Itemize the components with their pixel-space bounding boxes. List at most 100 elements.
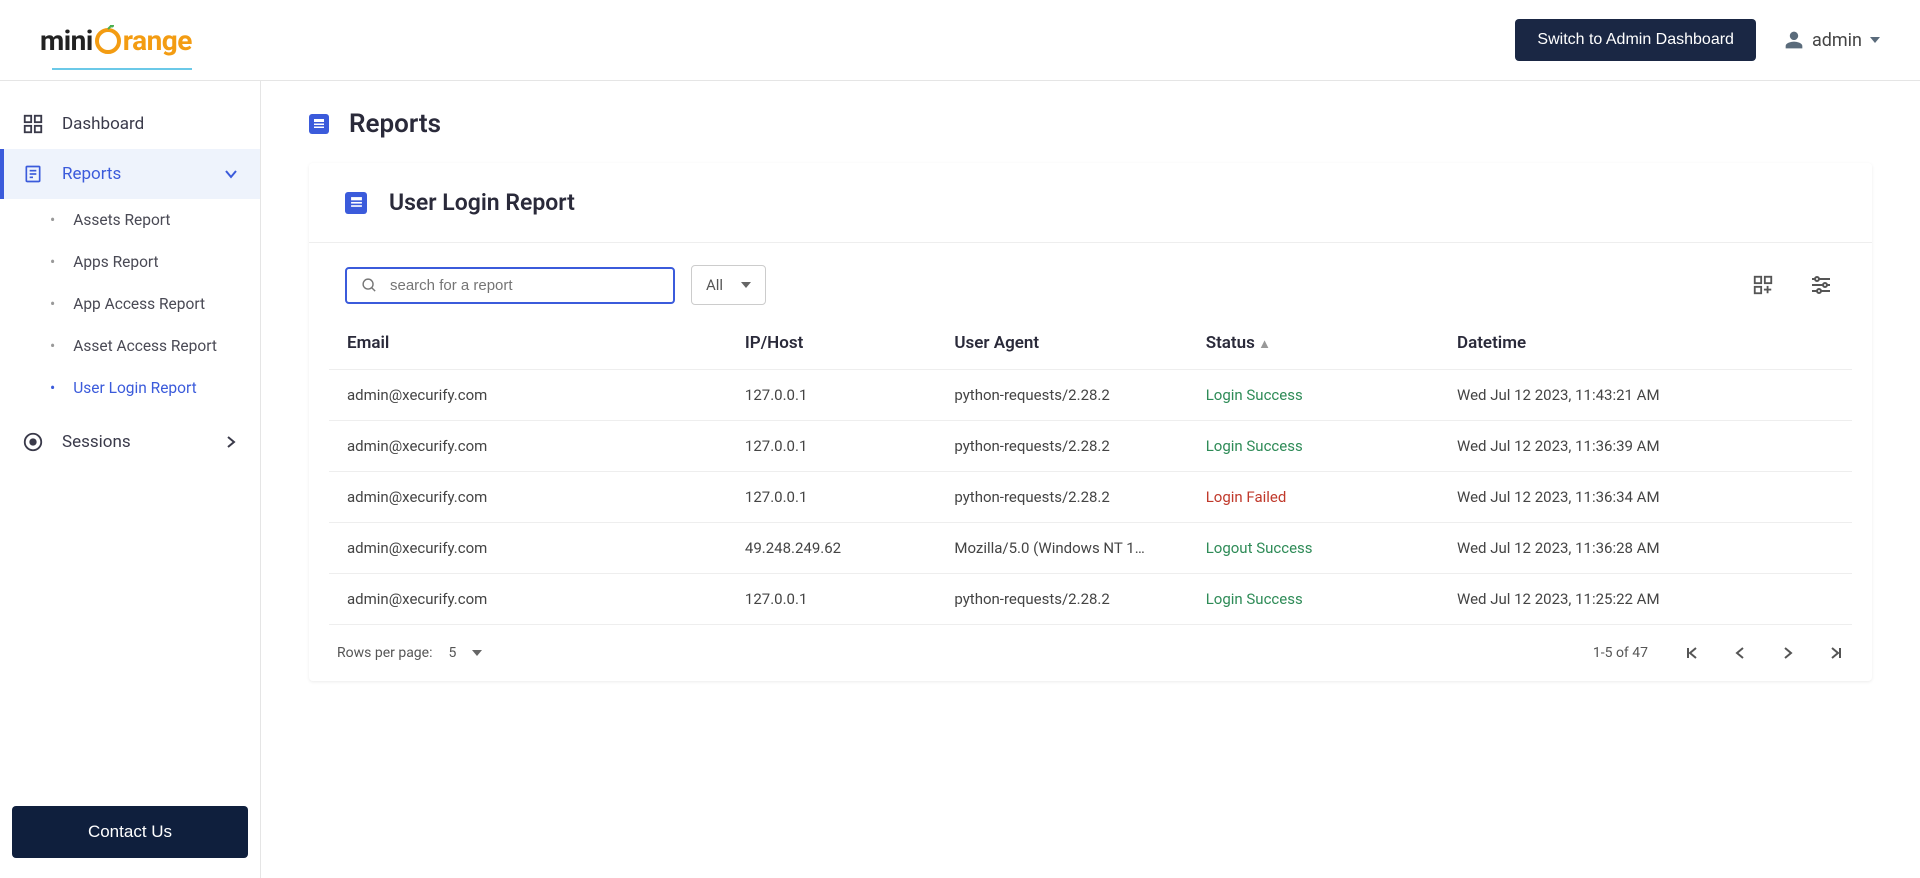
sidebar-item-dashboard[interactable]: Dashboard bbox=[0, 99, 260, 149]
table-header: Email IP/Host User Agent Status ▲ Dateti… bbox=[329, 317, 1852, 370]
logo-orange-icon bbox=[93, 25, 123, 55]
rows-per-page-label: Rows per page: bbox=[337, 645, 432, 661]
cell-ip: 127.0.0.1 bbox=[745, 386, 954, 404]
sidebar: Dashboard Reports Assets Report Apps Rep… bbox=[0, 81, 261, 878]
sort-asc-icon: ▲ bbox=[1255, 337, 1271, 352]
sidebar-item-label: Dashboard bbox=[62, 114, 144, 134]
sidebar-sub-assets-report[interactable]: Assets Report bbox=[0, 199, 260, 241]
report-card: User Login Report All bbox=[309, 163, 1872, 681]
filter-select-label: All bbox=[706, 276, 723, 294]
sidebar-item-label: Apps Report bbox=[73, 253, 158, 271]
card-header: User Login Report bbox=[309, 163, 1872, 243]
cell-email: admin@xecurify.com bbox=[347, 488, 745, 506]
cell-status: Login Failed bbox=[1206, 488, 1457, 506]
cell-status: Login Success bbox=[1206, 590, 1457, 608]
card-title: User Login Report bbox=[389, 189, 575, 216]
page-title: Reports bbox=[349, 109, 441, 139]
rows-per-page-value: 5 bbox=[448, 645, 456, 661]
report-table: Email IP/Host User Agent Status ▲ Dateti… bbox=[329, 317, 1852, 625]
page-header-icon bbox=[309, 114, 329, 134]
sidebar-sub-asset-access-report[interactable]: Asset Access Report bbox=[0, 325, 260, 367]
user-name: admin bbox=[1812, 30, 1862, 51]
caret-down-icon bbox=[741, 280, 751, 290]
caret-down-icon bbox=[1870, 35, 1880, 45]
cell-status: Login Success bbox=[1206, 386, 1457, 404]
cell-email: admin@xecurify.com bbox=[347, 590, 745, 608]
col-ip[interactable]: IP/Host bbox=[745, 333, 954, 353]
cell-ip: 127.0.0.1 bbox=[745, 437, 954, 455]
cell-datetime: Wed Jul 12 2023, 11:36:39 AM bbox=[1457, 437, 1834, 455]
filter-settings-icon[interactable] bbox=[1806, 270, 1836, 300]
cell-datetime: Wed Jul 12 2023, 11:36:28 AM bbox=[1457, 539, 1834, 557]
search-input[interactable] bbox=[378, 277, 659, 294]
prev-page-button[interactable] bbox=[1734, 647, 1746, 659]
logo-underline bbox=[52, 68, 192, 70]
topbar: mini range Switch to Admin Dashboard adm… bbox=[0, 0, 1920, 81]
cell-user-agent: python-requests/2.28.2 bbox=[954, 386, 1205, 404]
cell-email: admin@xecurify.com bbox=[347, 386, 745, 404]
sidebar-item-label: Sessions bbox=[62, 432, 131, 452]
cell-email: admin@xecurify.com bbox=[347, 437, 745, 455]
sessions-icon bbox=[22, 431, 44, 453]
sidebar-sub-user-login-report[interactable]: User Login Report bbox=[0, 367, 260, 409]
cell-user-agent: python-requests/2.28.2 bbox=[954, 488, 1205, 506]
user-menu[interactable]: admin bbox=[1784, 30, 1880, 51]
logo-text-main: mini bbox=[40, 24, 93, 57]
reports-submenu: Assets Report Apps Report App Access Rep… bbox=[0, 199, 260, 409]
sidebar-item-label: Reports bbox=[62, 164, 121, 184]
sidebar-sub-apps-report[interactable]: Apps Report bbox=[0, 241, 260, 283]
chevron-right-icon bbox=[224, 435, 238, 449]
cell-status: Login Success bbox=[1206, 437, 1457, 455]
cell-datetime: Wed Jul 12 2023, 11:36:34 AM bbox=[1457, 488, 1834, 506]
cell-user-agent: python-requests/2.28.2 bbox=[954, 437, 1205, 455]
cell-ip: 127.0.0.1 bbox=[745, 488, 954, 506]
sidebar-sub-app-access-report[interactable]: App Access Report bbox=[0, 283, 260, 325]
card-header-icon bbox=[345, 192, 367, 214]
logo-text-accent: range bbox=[123, 24, 192, 57]
sidebar-item-label: User Login Report bbox=[73, 379, 196, 397]
contact-us-button[interactable]: Contact Us bbox=[12, 806, 248, 858]
filter-select[interactable]: All bbox=[691, 265, 766, 305]
col-status[interactable]: Status ▲ bbox=[1206, 333, 1457, 353]
switch-dashboard-button[interactable]: Switch to Admin Dashboard bbox=[1515, 19, 1756, 61]
table-row[interactable]: admin@xecurify.com49.248.249.62Mozilla/5… bbox=[329, 523, 1852, 574]
logo: mini range bbox=[40, 24, 192, 57]
cell-datetime: Wed Jul 12 2023, 11:43:21 AM bbox=[1457, 386, 1834, 404]
first-page-button[interactable] bbox=[1684, 646, 1698, 660]
grid-view-icon[interactable] bbox=[1748, 270, 1778, 300]
topbar-right: Switch to Admin Dashboard admin bbox=[1515, 19, 1880, 61]
sidebar-item-reports[interactable]: Reports bbox=[0, 149, 260, 199]
search-icon bbox=[361, 277, 378, 294]
main: Dashboard Reports Assets Report Apps Rep… bbox=[0, 81, 1920, 878]
table-row[interactable]: admin@xecurify.com127.0.0.1python-reques… bbox=[329, 574, 1852, 625]
dashboard-icon bbox=[22, 113, 44, 135]
sidebar-item-sessions[interactable]: Sessions bbox=[0, 417, 260, 467]
table-row[interactable]: admin@xecurify.com127.0.0.1python-reques… bbox=[329, 421, 1852, 472]
page-range: 1-5 of 47 bbox=[1593, 645, 1648, 661]
next-page-button[interactable] bbox=[1782, 647, 1794, 659]
reports-icon bbox=[22, 163, 44, 185]
table-body: admin@xecurify.com127.0.0.1python-reques… bbox=[329, 370, 1852, 625]
table-row[interactable]: admin@xecurify.com127.0.0.1python-reques… bbox=[329, 472, 1852, 523]
table-row[interactable]: admin@xecurify.com127.0.0.1python-reques… bbox=[329, 370, 1852, 421]
sidebar-item-label: Asset Access Report bbox=[73, 337, 217, 355]
pager-right: 1-5 of 47 bbox=[1593, 645, 1844, 661]
rows-per-page-select[interactable]: 5 bbox=[448, 645, 482, 661]
last-page-button[interactable] bbox=[1830, 646, 1844, 660]
pager-left: Rows per page: 5 bbox=[337, 645, 482, 661]
col-datetime[interactable]: Datetime bbox=[1457, 333, 1834, 353]
col-email[interactable]: Email bbox=[347, 333, 745, 353]
cell-ip: 127.0.0.1 bbox=[745, 590, 954, 608]
search-wrap[interactable] bbox=[345, 267, 675, 304]
sidebar-item-label: App Access Report bbox=[73, 295, 205, 313]
cell-ip: 49.248.249.62 bbox=[745, 539, 954, 557]
content: Reports User Login Report All bbox=[261, 81, 1920, 878]
col-status-label: Status bbox=[1206, 333, 1255, 353]
caret-down-icon bbox=[472, 648, 482, 658]
toolbar: All bbox=[309, 243, 1872, 313]
sidebar-item-label: Assets Report bbox=[73, 211, 170, 229]
pagination: Rows per page: 5 1-5 of 47 bbox=[309, 625, 1872, 681]
user-icon bbox=[1784, 30, 1804, 50]
chevron-down-icon bbox=[224, 167, 238, 181]
col-ua[interactable]: User Agent bbox=[954, 333, 1205, 353]
